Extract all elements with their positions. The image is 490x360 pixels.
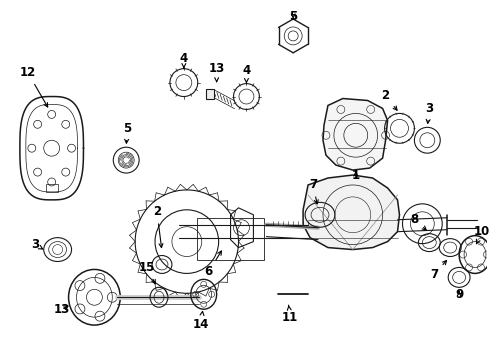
Text: 4: 4	[243, 64, 250, 83]
Text: 15: 15	[139, 261, 155, 284]
Text: 3: 3	[31, 238, 43, 251]
Text: 14: 14	[193, 311, 209, 330]
Text: 8: 8	[410, 213, 426, 230]
Polygon shape	[323, 99, 388, 170]
Text: 2: 2	[153, 205, 163, 248]
Text: 13: 13	[209, 62, 225, 82]
Text: 12: 12	[20, 66, 48, 107]
Text: 9: 9	[455, 288, 463, 301]
Text: 6: 6	[204, 251, 221, 278]
Text: 1: 1	[352, 168, 360, 181]
Bar	[46, 184, 58, 192]
Bar	[197, 218, 264, 260]
Text: 13: 13	[53, 303, 70, 316]
Polygon shape	[303, 175, 399, 249]
Text: 5: 5	[289, 9, 297, 23]
Text: 7: 7	[309, 179, 318, 204]
Text: 5: 5	[123, 122, 131, 143]
Text: 3: 3	[425, 102, 433, 123]
Text: 10: 10	[474, 225, 490, 244]
Text: 2: 2	[382, 89, 397, 110]
Polygon shape	[206, 89, 214, 99]
Text: 11: 11	[282, 305, 298, 324]
Text: 7: 7	[430, 261, 446, 281]
Text: 4: 4	[180, 52, 188, 68]
